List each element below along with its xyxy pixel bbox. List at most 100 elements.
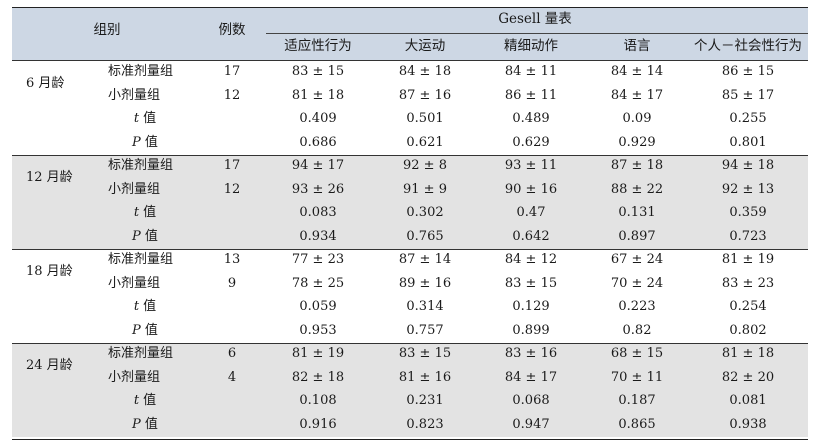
table-cell: 0.187: [618, 393, 656, 408]
case-count-cell: 4: [227, 369, 237, 385]
row-label: 标准剂量组: [108, 252, 174, 267]
table-cell: 0.801: [729, 134, 767, 150]
stat-symbol: P: [132, 134, 141, 150]
table-cell: 0.947: [512, 416, 550, 432]
case-count-cell: 17: [223, 158, 241, 173]
header-bottom-rule: [12, 60, 808, 61]
table-cell: 91 ± 9: [403, 181, 447, 197]
table-cell: 0.409: [299, 111, 337, 126]
table-cell: 0.359: [729, 205, 767, 220]
table-cell: 67 ± 24: [610, 252, 664, 267]
stat-symbol: P: [132, 228, 141, 244]
table-cell: 0.129: [512, 299, 550, 314]
top-rule: [12, 7, 808, 8]
table-cell: 83 ± 23: [721, 275, 775, 291]
table-cell: 0.686: [299, 134, 337, 150]
stat-row-label: P 值: [100, 133, 190, 153]
age-group-label: 24 月龄: [26, 358, 73, 373]
table-cell: 0.897: [618, 228, 656, 244]
stat-suffix: 值: [139, 393, 157, 408]
table-cell: 70 ± 24: [610, 275, 664, 291]
stat-row-label: t 值: [100, 297, 190, 317]
table-cell: 81 ± 18: [721, 346, 775, 361]
stat-row-label: t 值: [100, 203, 190, 223]
stat-row-label: t 值: [100, 391, 190, 411]
stat-symbol: P: [132, 416, 141, 432]
age-group-label: 6 月龄: [26, 76, 65, 91]
table-cell: 81 ± 18: [291, 87, 345, 103]
table-cell: 81 ± 19: [721, 252, 775, 267]
table-cell: 78 ± 25: [291, 275, 345, 291]
row-label: 小剂量组: [108, 87, 161, 103]
table-cell: 0.302: [406, 205, 444, 220]
case-count-cell: 6: [227, 346, 237, 361]
table-cell: 0.09: [622, 111, 652, 126]
table-cell: 84 ± 14: [610, 64, 664, 79]
table-cell: 70 ± 11: [610, 369, 664, 385]
stat-suffix: 值: [140, 416, 158, 432]
table-cell: 0.916: [299, 416, 337, 432]
table-cell: 84 ± 17: [610, 87, 664, 103]
stat-symbol: t: [133, 299, 140, 314]
stat-row-label: t 值: [100, 109, 190, 129]
table-cell: 85 ± 17: [721, 87, 775, 103]
table-cell: 94 ± 18: [721, 158, 775, 173]
row-label: 标准剂量组: [108, 158, 174, 173]
row-label: 小剂量组: [108, 369, 161, 385]
age-group-label: 12 月龄: [26, 170, 73, 185]
column-header-adaptive: 适应性行为: [284, 38, 352, 54]
table-cell: 0.081: [729, 393, 767, 408]
stat-symbol: t: [133, 205, 140, 220]
table-cell: 87 ± 18: [610, 158, 664, 173]
table-cell: 93 ± 11: [504, 158, 558, 173]
column-header-fine-motor: 精细动作: [504, 38, 558, 54]
case-count-cell: 9: [227, 275, 237, 291]
column-header-gross-motor: 大运动: [404, 38, 446, 54]
group-background: [12, 155, 808, 249]
table-cell: 0.899: [512, 322, 550, 338]
gesell-subheader-rule: [266, 33, 808, 34]
table-cell: 0.47: [516, 205, 546, 220]
table-cell: 0.255: [729, 111, 767, 126]
column-header-personal-social: 个人－社会性行为: [694, 38, 802, 54]
table-cell: 0.82: [622, 322, 652, 338]
table-cell: 84 ± 17: [504, 369, 558, 385]
table-cell: 0.629: [512, 134, 550, 150]
stat-symbol: t: [133, 393, 140, 408]
stat-row-label: P 值: [100, 227, 190, 247]
table-cell: 84 ± 12: [504, 252, 558, 267]
table-cell: 0.865: [618, 416, 656, 432]
count-column-header: 例数: [218, 22, 246, 38]
table-cell: 93 ± 26: [291, 181, 345, 197]
row-label: 标准剂量组: [108, 64, 174, 79]
gesell-scale-header: Gesell 量表: [498, 11, 572, 27]
table-cell: 0.802: [729, 322, 767, 338]
table-cell: 0.501: [406, 111, 444, 126]
table-cell: 92 ± 13: [721, 181, 775, 197]
stat-symbol: t: [133, 111, 140, 126]
table-cell: 90 ± 16: [504, 181, 558, 197]
group-divider-rule: [12, 155, 808, 156]
table-cell: 81 ± 16: [398, 369, 452, 385]
table-cell: 86 ± 11: [504, 87, 558, 103]
table-cell: 87 ± 16: [398, 87, 452, 103]
table-cell: 81 ± 19: [291, 346, 345, 361]
table-cell: 68 ± 15: [610, 346, 664, 361]
column-header-language: 语言: [623, 38, 651, 54]
table-cell: 0.231: [406, 393, 444, 408]
table-cell: 0.723: [729, 228, 767, 244]
stat-suffix: 值: [139, 299, 157, 314]
table-cell: 83 ± 15: [398, 346, 452, 361]
table-cell: 0.765: [406, 228, 444, 244]
case-count-cell: 17: [223, 64, 241, 79]
group-divider-rule: [12, 249, 808, 250]
case-count-cell: 12: [223, 181, 241, 197]
stat-row-label: P 值: [100, 415, 190, 435]
row-label: 小剂量组: [108, 181, 161, 197]
table-cell: 0.757: [406, 322, 444, 338]
table-cell: 0.642: [512, 228, 550, 244]
table-cell: 88 ± 22: [610, 181, 664, 197]
stat-row-label: P 值: [100, 321, 190, 341]
bottom-rule: [12, 439, 808, 440]
